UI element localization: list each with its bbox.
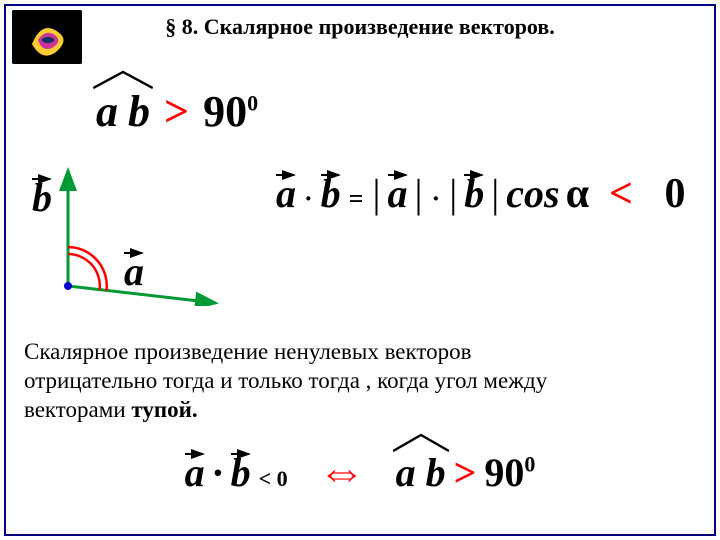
vec-b: b — [321, 170, 341, 217]
abs-b: b — [464, 170, 484, 217]
abs-bar: | — [490, 170, 500, 217]
less-than-zero: < 0 — [609, 170, 685, 218]
dot-op: · — [302, 184, 315, 214]
lhs-dot-negative: a · b < 0 — [185, 449, 288, 496]
angle-between-a-b: a b — [96, 86, 150, 137]
vector-a-label: a — [96, 87, 118, 136]
page-title: § 8. Скалярное произведение векторов. — [0, 14, 720, 40]
greater-than: > — [164, 86, 189, 137]
equals: = — [347, 184, 366, 214]
vector-diagram: b a — [28, 156, 228, 306]
alpha: α — [566, 170, 589, 218]
abs-bar: | — [448, 170, 458, 217]
lt-zero-small: < 0 — [259, 466, 288, 492]
iff-symbol: ⇔ — [318, 448, 366, 496]
ninety-degrees: 900 — [203, 86, 258, 137]
dot-product-formula: a · b = | a | · | b | cos α < 0 — [276, 170, 685, 218]
equivalence-statement: a · b < 0 ⇔ a b > 900 — [0, 448, 720, 496]
diagram-a-label: a — [124, 248, 144, 295]
cos: cos — [506, 170, 559, 217]
abs-bar: | — [372, 170, 382, 217]
angle-condition: a b > 900 — [96, 86, 258, 137]
dot-op-2: · — [430, 184, 443, 214]
abs-bar: | — [414, 170, 424, 217]
abs-a: a — [388, 170, 408, 217]
rhs-angle-obtuse: a b > 900 — [396, 449, 536, 496]
theorem-text: Скалярное произведение ненулевых векторо… — [24, 338, 696, 424]
diagram-b-label: b — [32, 174, 52, 221]
vector-b-label: b — [128, 87, 150, 136]
vec-a: a — [276, 170, 296, 217]
